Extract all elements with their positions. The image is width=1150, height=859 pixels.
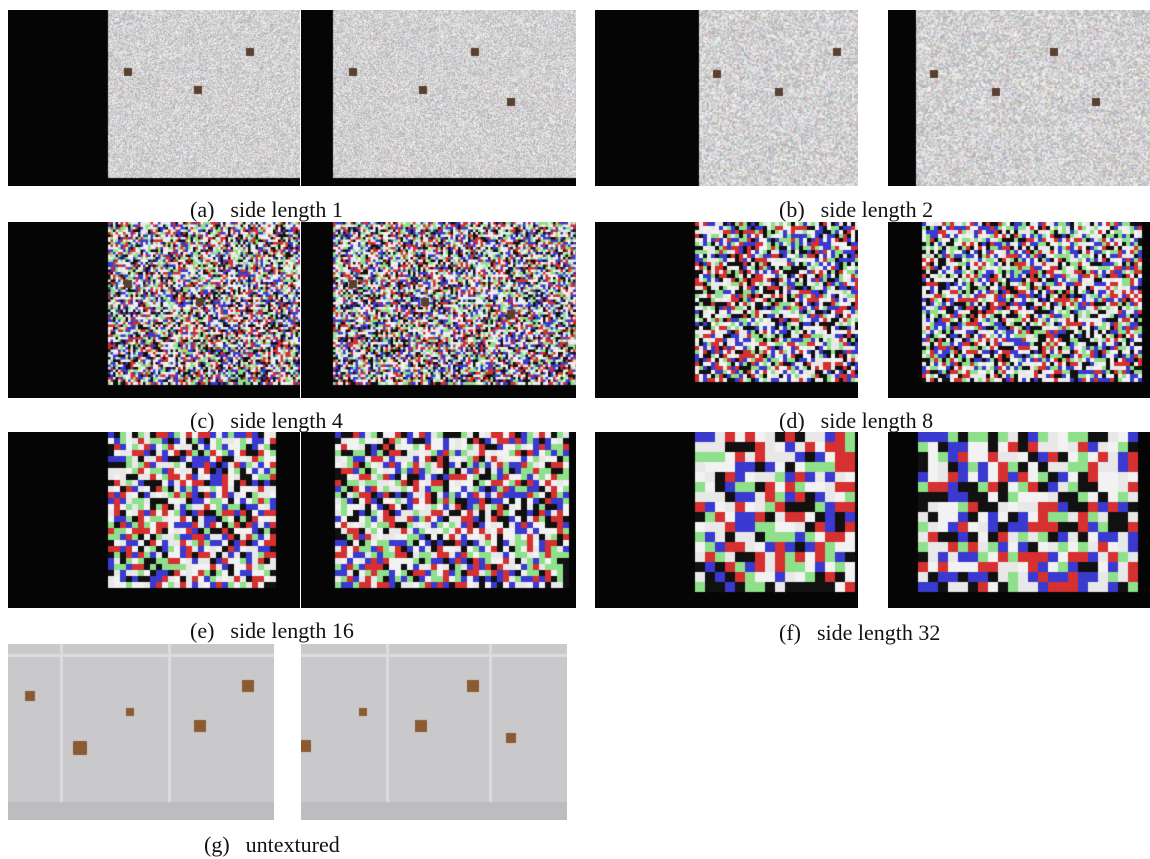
panel-a-right-image — [301, 10, 576, 186]
caption-d: (d) side length 8 — [779, 409, 933, 433]
photo-e-left — [8, 432, 300, 608]
caption-a: (a) side length 1 — [190, 198, 343, 222]
panel-c-right-image — [301, 222, 576, 398]
photo-b-right — [888, 10, 1150, 186]
caption-a-text: side length 1 — [230, 197, 343, 222]
photo-b-left — [595, 10, 858, 186]
caption-a-label: (a) — [190, 197, 215, 222]
caption-g: (g) untextured — [204, 833, 340, 857]
panel-a-left-image — [8, 10, 300, 186]
caption-e-text: side length 16 — [230, 618, 354, 643]
photo-a-left — [8, 10, 300, 186]
photo-c-right — [301, 222, 576, 398]
panel-e-left-image — [8, 432, 300, 608]
caption-f: (f) side length 32 — [779, 621, 940, 645]
caption-b-text: side length 2 — [820, 197, 934, 222]
caption-f-label: (f) — [779, 620, 801, 645]
caption-d-text: side length 8 — [820, 408, 934, 433]
photo-f-left — [595, 432, 858, 608]
photo-g-left — [8, 644, 274, 820]
caption-g-text: untextured — [245, 832, 340, 857]
photo-d-right — [888, 222, 1150, 398]
panel-d-right-image — [888, 222, 1150, 398]
caption-b: (b) side length 2 — [779, 198, 933, 222]
photo-d-left — [595, 222, 858, 398]
photo-c-left — [8, 222, 300, 398]
caption-c-label: (c) — [190, 408, 215, 433]
caption-f-text: side length 32 — [816, 620, 941, 645]
panel-f-left-image — [595, 432, 858, 608]
caption-d-label: (d) — [779, 408, 805, 433]
photo-a-right — [301, 10, 576, 186]
panel-b-left-image — [595, 10, 858, 186]
caption-e: (e) side length 16 — [190, 619, 354, 643]
panel-d-left-image — [595, 222, 858, 398]
photo-e-right — [301, 432, 576, 608]
caption-g-label: (g) — [204, 832, 230, 857]
panel-f-right-image — [888, 432, 1150, 608]
photo-g-right — [301, 644, 567, 820]
panel-g-left-image — [8, 644, 274, 820]
caption-c-text: side length 4 — [230, 408, 343, 433]
panel-e-right-image — [301, 432, 576, 608]
photo-f-right — [888, 432, 1150, 608]
caption-c: (c) side length 4 — [190, 409, 343, 433]
caption-e-label: (e) — [190, 618, 215, 643]
panel-b-right-image — [888, 10, 1150, 186]
caption-b-label: (b) — [779, 197, 805, 222]
panel-c-left-image — [8, 222, 300, 398]
panel-g-right-image — [301, 644, 567, 820]
